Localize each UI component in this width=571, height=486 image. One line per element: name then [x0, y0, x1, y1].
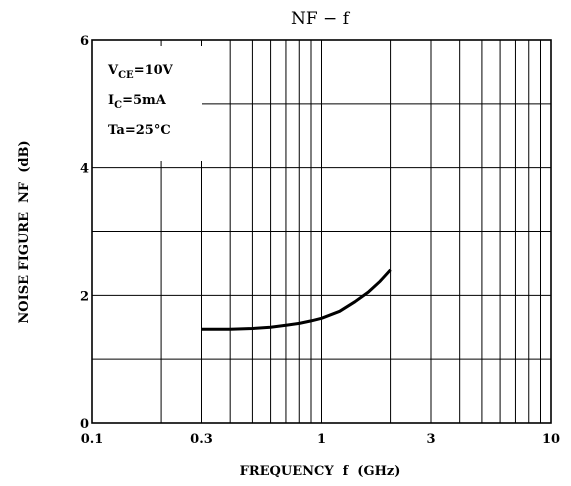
- chart-title: NF − f: [291, 9, 351, 29]
- x-tick-label: 10: [542, 432, 560, 447]
- y-tick-label: 0: [80, 417, 89, 432]
- nf-curve: [201, 268, 392, 331]
- conditions-box: [92, 46, 202, 161]
- y-tick-label: 4: [80, 162, 89, 177]
- data-series: [201, 268, 392, 331]
- y-tick-label: 6: [80, 34, 89, 49]
- condition-ta: Ta=25°C: [108, 123, 171, 138]
- condition-ic: IC=5mA: [108, 93, 167, 111]
- x-tick-label: 0.3: [190, 432, 213, 447]
- x-tick-label: 0.1: [81, 432, 104, 447]
- x-axis-label: FREQUENCY f (GHz): [240, 464, 401, 479]
- y-tick-label: 2: [80, 289, 89, 304]
- condition-vce: VCE=10V: [107, 63, 174, 81]
- grid: [92, 40, 551, 423]
- x-tick-label: 1: [317, 432, 326, 447]
- tick-labels: 0.1 0.3 1 3 10 0 2 4 6: [80, 34, 560, 447]
- x-tick-label: 3: [426, 432, 435, 447]
- y-axis-label: NOISE FIGURE NF (dB): [17, 140, 32, 323]
- plot-frame: [91, 39, 552, 424]
